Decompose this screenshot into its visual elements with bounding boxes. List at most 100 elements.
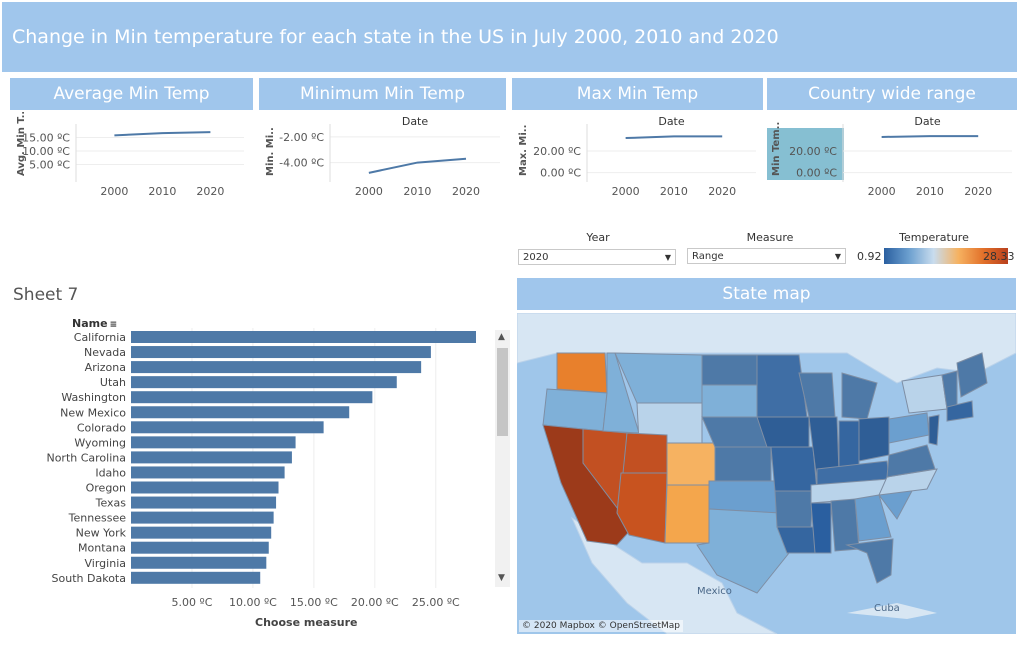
measure-dropdown-value: Range	[692, 251, 724, 262]
x-tick-label: 2020	[708, 185, 736, 198]
state-oregon[interactable]	[542, 388, 608, 432]
series-line[interactable]	[368, 157, 467, 174]
bar[interactable]	[131, 391, 373, 404]
sort-icon[interactable]: ≡	[109, 320, 118, 330]
temperature-color-ramp	[884, 248, 1008, 264]
bar-category-label[interactable]: South Dakota	[52, 572, 126, 585]
state-colorado[interactable]	[666, 442, 716, 486]
legend-min: 0.92	[857, 250, 882, 263]
bar-category-label[interactable]: Montana	[78, 542, 126, 555]
x-tick-label: 2020	[196, 185, 224, 198]
bar[interactable]	[131, 526, 272, 539]
state-arkansas[interactable]	[774, 490, 814, 528]
state-utah[interactable]	[622, 432, 668, 474]
bar[interactable]	[131, 436, 296, 449]
panel-top-label: Date	[402, 115, 429, 128]
bar-category-label[interactable]: Colorado	[77, 421, 126, 434]
state-ohio[interactable]	[858, 416, 890, 462]
scroll-down-icon[interactable]: ▼	[498, 573, 505, 583]
x-tick-label: 2010	[403, 185, 431, 198]
panel-axis-title: Avg. Min T..	[16, 112, 27, 176]
us-map-svg	[517, 313, 1016, 634]
state-north-dakota[interactable]	[701, 354, 758, 386]
bar[interactable]	[131, 421, 324, 434]
y-tick-label: 20.00 ºC	[789, 145, 837, 158]
y-tick-label: 20.00 ºC	[533, 145, 581, 158]
state-missouri[interactable]	[770, 446, 818, 492]
state-alabama[interactable]	[830, 498, 860, 552]
state-massachusetts[interactable]	[946, 400, 974, 422]
map-label-mexico: Mexico	[697, 586, 732, 597]
mexico-land	[570, 516, 778, 634]
axis-highlight	[767, 128, 844, 180]
bar-category-label[interactable]: Virginia	[85, 557, 126, 570]
panel-axis-title: Min Tem..	[771, 122, 782, 176]
bar[interactable]	[131, 571, 261, 584]
bar[interactable]	[131, 376, 397, 389]
series-line[interactable]	[625, 135, 723, 140]
measure-dropdown[interactable]: Range ▼	[687, 248, 846, 264]
bar-category-label[interactable]: Oregon	[86, 482, 126, 495]
bar[interactable]	[131, 481, 279, 494]
panel-chart-2: Min. Mi.. Date -2.00 ºC -4.00 ºC 2000 2010 202…	[265, 115, 500, 198]
state-map[interactable]: Mexico Cuba © 2020 Mapbox © OpenStreetMa…	[517, 313, 1016, 634]
year-filter-label: Year	[586, 231, 610, 244]
series-line[interactable]	[114, 131, 211, 137]
state-south-dakota[interactable]	[701, 384, 758, 418]
map-copyright[interactable]: © 2020 Mapbox © OpenStreetMap	[519, 620, 683, 632]
name-column-header[interactable]: Name ≡	[72, 317, 118, 330]
map-label-cuba: Cuba	[874, 603, 900, 614]
panel-header-2: Minimum Min Temp	[259, 78, 506, 110]
state-new-york[interactable]	[901, 374, 948, 414]
year-dropdown[interactable]: 2020 ▼	[518, 249, 676, 265]
bar[interactable]	[131, 346, 431, 359]
bar-category-label[interactable]: New Mexico	[60, 406, 126, 419]
bar[interactable]	[131, 496, 277, 509]
state-minnesota[interactable]	[756, 354, 808, 418]
canada-land	[517, 313, 1016, 384]
bar[interactable]	[131, 556, 267, 569]
x-tick-label: 2010	[660, 185, 688, 198]
state-florida[interactable]	[845, 538, 894, 584]
cuba-land	[847, 603, 937, 619]
bar-category-label[interactable]: Tennessee	[68, 512, 127, 525]
scrollbar-thumb[interactable]	[497, 348, 508, 436]
bar-category-label[interactable]: North Carolina	[46, 451, 126, 464]
bar[interactable]	[131, 451, 292, 464]
series-line[interactable]	[881, 135, 979, 138]
scroll-up-icon[interactable]: ▲	[498, 332, 505, 342]
bar-category-label[interactable]: Texas	[95, 497, 127, 510]
bar[interactable]	[131, 331, 476, 343]
state-indiana[interactable]	[838, 420, 860, 472]
bar[interactable]	[131, 406, 350, 419]
bar-category-label[interactable]: Idaho	[95, 466, 126, 479]
bar[interactable]	[131, 361, 422, 374]
x-tick-label: 2000	[868, 185, 896, 198]
bar-chart-scrollbar[interactable]: ▲ ▼	[495, 330, 510, 587]
state-oklahoma[interactable]	[708, 480, 778, 514]
state-georgia[interactable]	[854, 494, 892, 542]
state-new-jersey[interactable]	[928, 414, 940, 446]
bar-category-label[interactable]: Nevada	[84, 346, 126, 359]
state-virginia[interactable]	[886, 444, 936, 478]
state-washington[interactable]	[556, 352, 608, 394]
bar[interactable]	[131, 511, 274, 524]
state-kansas[interactable]	[714, 446, 772, 482]
bar-category-label[interactable]: Utah	[100, 376, 126, 389]
y-tick-label: -4.00 ºC	[279, 157, 324, 170]
bar-category-label[interactable]: New York	[76, 527, 127, 540]
state-maine[interactable]	[956, 352, 988, 398]
state-idaho[interactable]	[602, 352, 640, 434]
panel-header-1: Average Min Temp	[10, 78, 253, 110]
panel-axis-title: Max. Mi..	[518, 125, 529, 176]
state-new-mexico[interactable]	[664, 484, 710, 544]
bar[interactable]	[131, 466, 285, 479]
bar-category-label[interactable]: Washington	[61, 391, 126, 404]
bar-category-label[interactable]: Arizona	[85, 361, 126, 374]
bar-category-label[interactable]: Wyoming	[74, 436, 126, 449]
bar-category-label[interactable]: California	[74, 331, 126, 344]
bar[interactable]	[131, 541, 269, 554]
state-arizona[interactable]	[616, 472, 668, 544]
x-tick-label: 2000	[612, 185, 640, 198]
state-mississippi[interactable]	[810, 502, 832, 554]
